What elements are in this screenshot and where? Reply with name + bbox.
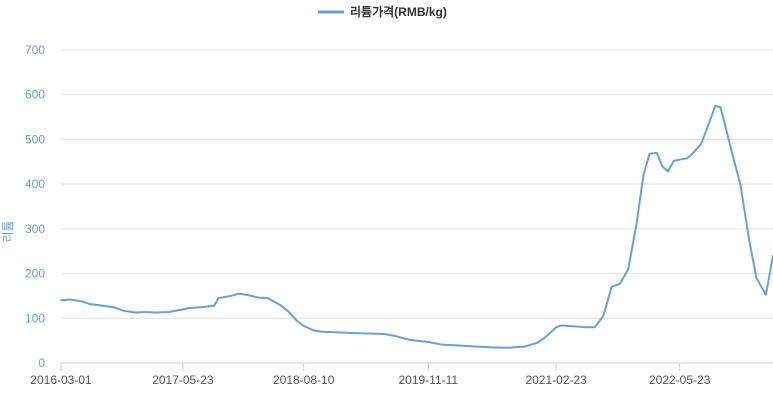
- y-tick-label-600: 600: [25, 88, 45, 102]
- x-tick-label-2021-02-23: 2021-02-23: [525, 373, 587, 387]
- legend-label: 리튬가격(RMB/kg): [350, 4, 447, 19]
- y-tick-label-500: 500: [25, 132, 45, 146]
- x-tick-label-2017-05-23: 2017-05-23: [152, 373, 214, 387]
- x-tick-label-2019-11-11: 2019-11-11: [398, 373, 458, 387]
- series-line-lithium-price[interactable]: [60, 104, 773, 349]
- y-tick-label-700: 700: [25, 43, 45, 57]
- x-tick-marks: [60, 363, 681, 371]
- x-tick-labels: 2016-03-01 2017-05-23 2018-08-10 2019-11-11…: [30, 373, 710, 387]
- x-tick-label-2018-08-10: 2018-08-10: [273, 373, 335, 387]
- y-tick-label-0: 0: [38, 356, 45, 370]
- y-tick-label-200: 200: [25, 267, 45, 281]
- legend[interactable]: 리튬가격(RMB/kg): [318, 4, 447, 19]
- y-tick-label-300: 300: [25, 222, 45, 236]
- y-tick-labels: 0 100 200 300 400 500 600 700: [25, 43, 45, 370]
- grid-lines: [61, 49, 773, 319]
- x-tick-label-2022-05-23: 2022-05-23: [649, 373, 711, 387]
- y-tick-label-100: 100: [25, 311, 45, 325]
- y-axis-label: 리튬: [1, 220, 15, 242]
- y-tick-label-400: 400: [25, 177, 45, 191]
- x-tick-label-2016-03-01: 2016-03-01: [30, 373, 92, 387]
